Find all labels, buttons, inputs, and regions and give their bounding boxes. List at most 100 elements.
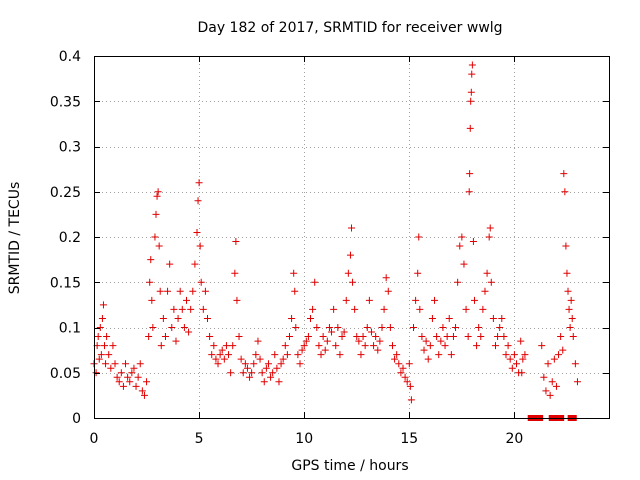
data-point	[452, 324, 460, 331]
data-point	[406, 382, 414, 390]
data-point	[517, 337, 525, 345]
data-point	[96, 324, 104, 331]
data-point	[182, 296, 190, 304]
data-point	[386, 324, 394, 331]
data-point	[349, 278, 357, 286]
data-point	[146, 278, 154, 286]
data-point	[136, 360, 144, 368]
data-point	[252, 351, 260, 359]
data-point	[102, 360, 110, 368]
data-point	[431, 296, 439, 304]
data-point	[464, 333, 472, 341]
data-point	[128, 369, 136, 377]
data-point	[304, 333, 312, 341]
data-point	[206, 333, 214, 341]
data-point	[294, 351, 302, 359]
data-point	[130, 364, 138, 372]
data-point	[382, 274, 390, 282]
data-point	[414, 269, 422, 277]
data-point	[473, 342, 481, 350]
data-point	[494, 333, 502, 341]
data-point	[111, 360, 119, 368]
data-point	[479, 305, 487, 313]
data-point	[250, 360, 258, 368]
data-point	[147, 256, 155, 264]
data-point	[393, 351, 401, 359]
data-point	[307, 314, 315, 322]
data-point	[311, 278, 319, 286]
y-tick-label: 0	[72, 411, 81, 427]
data-point	[204, 314, 212, 322]
data-point	[486, 224, 494, 232]
data-point	[422, 337, 430, 345]
data-point	[475, 324, 483, 331]
data-point	[357, 351, 365, 359]
data-point	[273, 364, 281, 372]
data-point	[564, 287, 572, 295]
data-point	[124, 373, 132, 381]
data-point	[117, 369, 125, 377]
data-point	[367, 328, 375, 336]
data-point	[302, 337, 310, 345]
data-point	[214, 360, 222, 368]
data-point	[336, 351, 344, 359]
data-point	[469, 238, 477, 246]
data-point	[149, 324, 157, 331]
x-axis: 0 5 10 15 20	[90, 56, 523, 447]
chart-title: Day 182 of 2017, SRMTID for receiver wwl…	[197, 20, 502, 36]
data-point	[376, 337, 384, 345]
data-point	[313, 324, 321, 331]
data-point	[166, 260, 174, 268]
data-point	[197, 278, 205, 286]
data-point	[454, 278, 462, 286]
x-tick-label: 0	[90, 431, 99, 447]
data-point	[292, 324, 300, 331]
data-point	[538, 342, 546, 350]
data-point	[401, 373, 409, 381]
data-point	[174, 314, 182, 322]
data-point	[323, 337, 331, 345]
data-point	[467, 88, 475, 96]
data-point	[187, 305, 195, 313]
data-point	[231, 269, 239, 277]
data-point	[399, 364, 407, 372]
data-point	[283, 351, 291, 359]
data-point	[220, 355, 228, 363]
data-point	[546, 391, 554, 399]
grid	[94, 56, 609, 418]
data-point	[460, 260, 468, 268]
data-point	[109, 342, 117, 350]
data-point	[300, 342, 308, 350]
data-point	[559, 346, 567, 354]
data-point	[115, 378, 123, 386]
data-point	[573, 378, 581, 386]
data-point	[143, 378, 151, 386]
data-point	[170, 305, 178, 313]
data-point	[518, 369, 526, 377]
y-tick-label: 0.2	[59, 230, 81, 246]
data-point	[542, 387, 550, 395]
data-point	[196, 242, 204, 250]
data-point	[258, 369, 266, 377]
data-point	[222, 342, 230, 350]
data-point	[180, 324, 188, 331]
data-point	[315, 342, 323, 350]
x-tick-label: 10	[295, 431, 313, 447]
data-point	[154, 188, 162, 196]
data-point	[565, 305, 573, 313]
data-point	[447, 351, 455, 359]
data-point	[267, 373, 275, 381]
data-point	[159, 314, 167, 322]
x-axis-label: GPS time / hours	[291, 458, 408, 474]
data-point	[237, 355, 245, 363]
data-point	[94, 333, 102, 341]
data-point	[161, 333, 169, 341]
y-tick-label: 0.25	[50, 185, 81, 201]
y-tick-label: 0.1	[59, 321, 81, 337]
data-point	[569, 333, 577, 341]
data-point	[254, 337, 262, 345]
data-point	[98, 314, 106, 322]
data-point	[277, 360, 285, 368]
data-point	[519, 355, 527, 363]
